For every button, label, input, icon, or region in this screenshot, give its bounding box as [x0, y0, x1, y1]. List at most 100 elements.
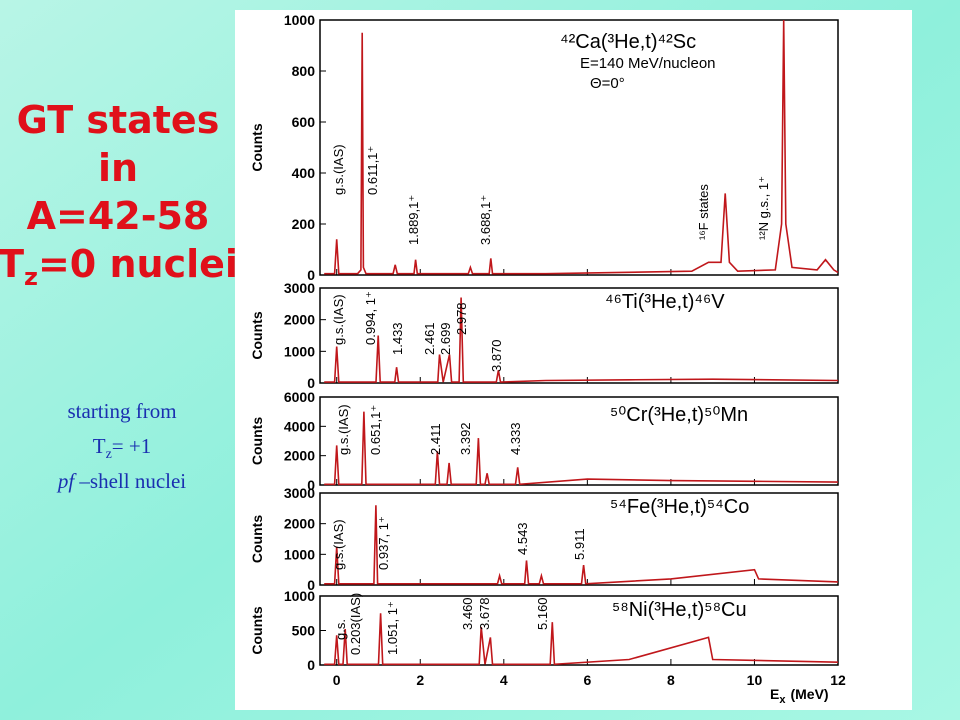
note-line: Tz= +1 — [93, 434, 151, 462]
x-tick-label: 0 — [333, 672, 341, 688]
x-tick-label: 6 — [583, 672, 591, 688]
plot-frame — [319, 19, 839, 276]
y-axis-label: Counts — [249, 606, 265, 654]
peak-label: 3.870 — [489, 339, 504, 372]
text: (MeV) — [790, 686, 828, 702]
reaction-title: ⁵⁰Cr(³He,t)⁵⁰Mn — [610, 404, 748, 426]
y-tick-label: 500 — [292, 623, 316, 639]
y-tick-label: 200 — [292, 216, 316, 232]
reaction-title: ⁵⁸Ni(³He,t)⁵⁸Cu — [612, 599, 747, 621]
y-tick-label: 4000 — [284, 418, 315, 434]
subscript: x — [779, 694, 786, 706]
y-tick-label: 2000 — [284, 516, 315, 532]
y-tick-label: 0 — [307, 267, 315, 283]
subtitle: Θ=0° — [590, 75, 625, 92]
text: T — [93, 434, 106, 458]
peak-label: g.s.(IAS) — [331, 519, 346, 570]
y-tick-label: 6000 — [284, 389, 315, 405]
figure-panel — [235, 10, 912, 710]
y-tick-label: 1000 — [284, 588, 315, 604]
peak-label: 3.392 — [458, 422, 473, 455]
peak-label: 2.411 — [428, 423, 443, 455]
plot-frame — [319, 287, 839, 384]
y-tick-label: 400 — [292, 165, 316, 181]
spectrum-panel: 0 200 400 600 800 1000 Counts ⁴²Ca(³He,t)⁴²Sc E=… — [249, 12, 839, 283]
peak-label: 3.460 — [460, 597, 475, 630]
subtitle: E=140 MeV/nucleon — [580, 55, 716, 72]
spectrum-line — [324, 297, 839, 383]
x-tick-label: 4 — [500, 672, 508, 688]
peak-label: 3.688,1⁺ — [478, 195, 493, 245]
x-tick-label: 12 — [830, 672, 846, 688]
peak-label: 0.203(IAS) — [348, 593, 363, 655]
peak-label: 0.611,1⁺ — [365, 146, 380, 195]
heading-line: GT states — [17, 98, 220, 142]
y-tick-label: 0 — [307, 657, 315, 673]
spectrum-line — [324, 411, 839, 486]
text: T — [0, 242, 24, 286]
peak-label: 0.994, 1⁺ — [363, 291, 378, 345]
subscript: z — [106, 447, 112, 462]
y-tick-label: 0 — [307, 375, 315, 391]
peak-label: g.s.(IAS) — [331, 294, 346, 345]
text: = +1 — [112, 434, 151, 458]
reaction-title: ⁵⁴Fe(³He,t)⁵⁴Co — [610, 496, 749, 518]
y-tick-label: 2000 — [284, 448, 315, 464]
heading-line: A=42-58 — [27, 194, 210, 238]
peak-label: g.s.(IAS) — [331, 144, 346, 195]
peak-label: g.s.(IAS) — [336, 404, 351, 455]
peak-label: 4.543 — [515, 522, 530, 555]
note: starting from Tz= +1 pf –shell nuclei — [56, 399, 186, 493]
y-axis-label: Counts — [249, 123, 265, 171]
spectra: 02004006008001000Counts⁴²Ca(³He,t)⁴²ScE=… — [249, 12, 846, 706]
peak-label: 2.699 — [438, 322, 453, 355]
peak-label: 0.937, 1⁺ — [376, 516, 391, 570]
heading: GT states in A=42-58 Tz=0 nuclei — [0, 98, 238, 291]
y-tick-label: 3000 — [284, 485, 315, 501]
peak-label: g.s. — [333, 619, 348, 640]
spectrum-line — [324, 613, 839, 666]
spectrum-panel: 0 500 1000 0 2 4 6 8 10 12 Counts ⁵⁸Ni(³He,t)⁵⁸Cu g.… — [249, 588, 846, 706]
peak-label: 4.333 — [508, 422, 523, 455]
reaction-title: ⁴⁶Ti(³He,t)⁴⁶V — [605, 291, 725, 313]
y-tick-label: 1000 — [284, 546, 315, 562]
spectrum-panel: 0 1000 2000 3000 Counts ⁴⁶Ti(³He,t)⁴⁶V g.s.(IA… — [249, 280, 839, 391]
note-line: starting from — [67, 399, 176, 423]
text: –shell nuclei — [74, 469, 186, 493]
y-tick-label: 3000 — [284, 280, 315, 296]
y-axis-label: Counts — [249, 417, 265, 465]
x-tick-label: 10 — [747, 672, 763, 688]
plot-frame — [319, 492, 839, 586]
y-axis-label: Counts — [249, 311, 265, 359]
spectrum-line — [324, 19, 839, 275]
peak-label: 1.433 — [390, 322, 405, 355]
peak-label: ¹²N g.s., 1⁺ — [756, 176, 771, 240]
note-line: pf –shell nuclei — [56, 469, 186, 493]
peak-label: 0.651,1⁺ — [368, 405, 383, 455]
peak-label: 1.889,1⁺ — [406, 195, 421, 245]
y-axis-label: Counts — [249, 515, 265, 563]
plot-frame — [319, 396, 839, 486]
y-tick-label: 1000 — [284, 343, 315, 359]
text: pf — [56, 469, 78, 493]
y-tick-label: 600 — [292, 114, 316, 130]
x-tick-label: 2 — [416, 672, 424, 688]
subscript: z — [24, 263, 38, 291]
heading-line: Tz=0 nuclei — [0, 242, 238, 291]
y-tick-label: 2000 — [284, 312, 315, 328]
text: =0 nuclei — [38, 242, 238, 286]
spectrum-panel: 0 1000 2000 3000 Counts ⁵⁴Fe(³He,t)⁵⁴Co g.s.(I… — [249, 485, 839, 593]
peak-label: 5.911 — [572, 528, 587, 560]
peak-label: 5.160 — [535, 597, 550, 630]
peak-label: 3.678 — [477, 597, 492, 630]
peak-label: ¹⁶F states — [696, 184, 711, 240]
y-tick-label: 0 — [307, 477, 315, 493]
x-axis-label: Ex (MeV) — [770, 686, 829, 706]
spectrum-panel: 0 2000 4000 6000 Counts ⁵⁰Cr(³He,t)⁵⁰Mn g.s.(I… — [249, 389, 839, 493]
spectrum-line — [324, 505, 839, 585]
x-tick-label: 8 — [667, 672, 675, 688]
y-tick-label: 1000 — [284, 12, 315, 28]
y-tick-label: 0 — [307, 577, 315, 593]
peak-label: 2.978 — [454, 302, 469, 335]
